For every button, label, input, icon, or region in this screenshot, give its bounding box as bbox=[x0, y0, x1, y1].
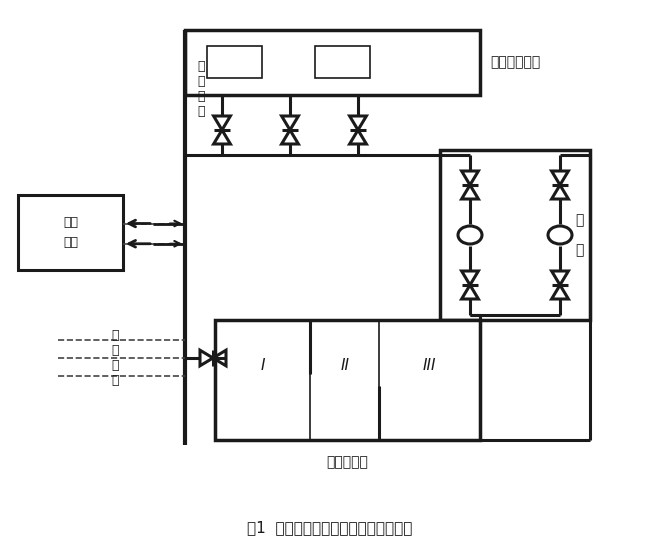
Polygon shape bbox=[350, 116, 366, 130]
Polygon shape bbox=[214, 130, 231, 144]
Text: 站: 站 bbox=[575, 243, 584, 257]
Polygon shape bbox=[282, 130, 298, 144]
Text: 沉淀: 沉淀 bbox=[63, 216, 78, 229]
Polygon shape bbox=[551, 285, 568, 299]
Bar bbox=[315, 46, 370, 78]
Ellipse shape bbox=[548, 226, 572, 244]
Text: 图1  干式煤气柜密封油系统工艺流程图: 图1 干式煤气柜密封油系统工艺流程图 bbox=[247, 520, 412, 535]
Text: I: I bbox=[260, 358, 265, 373]
Text: 油水分离器: 油水分离器 bbox=[327, 455, 368, 469]
Polygon shape bbox=[551, 171, 568, 185]
Bar bbox=[185, 30, 480, 95]
Polygon shape bbox=[214, 116, 231, 130]
Text: II: II bbox=[340, 358, 350, 373]
Bar bbox=[207, 46, 262, 78]
Polygon shape bbox=[551, 271, 568, 285]
Bar bbox=[18, 195, 123, 270]
Polygon shape bbox=[551, 185, 568, 199]
Polygon shape bbox=[282, 116, 298, 130]
Text: 上部组合油箱: 上部组合油箱 bbox=[490, 55, 540, 70]
Text: 活
塞
油
槽: 活 塞 油 槽 bbox=[197, 60, 204, 118]
Polygon shape bbox=[350, 130, 366, 144]
Polygon shape bbox=[461, 271, 479, 285]
Bar bbox=[215, 320, 480, 440]
Text: 泵: 泵 bbox=[575, 213, 584, 227]
Polygon shape bbox=[461, 171, 479, 185]
Text: 柜
底
油
沟: 柜 底 油 沟 bbox=[111, 329, 119, 387]
Polygon shape bbox=[461, 185, 479, 199]
Text: 油箱: 油箱 bbox=[63, 236, 78, 249]
Bar bbox=[440, 150, 590, 320]
Polygon shape bbox=[213, 350, 226, 366]
Text: III: III bbox=[423, 358, 436, 373]
Polygon shape bbox=[200, 350, 213, 366]
Polygon shape bbox=[461, 285, 479, 299]
Ellipse shape bbox=[458, 226, 482, 244]
